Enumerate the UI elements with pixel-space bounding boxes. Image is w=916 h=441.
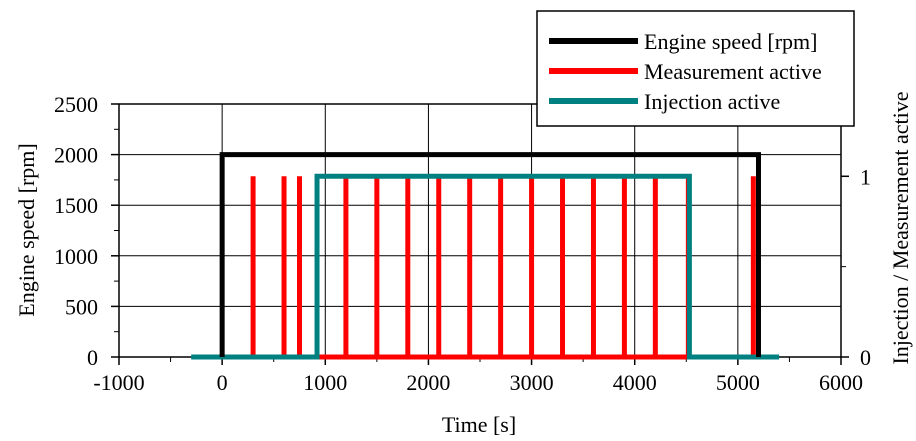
x-tick-label: 6000 [819,370,863,395]
x-axis-label: Time [s] [442,412,516,436]
legend-measurement-active-label: Measurement active [644,59,822,84]
y-tick-label: 0 [87,345,98,370]
y-tick-label: 1500 [54,193,98,218]
series [191,152,780,360]
x-tick-label: 2000 [406,370,450,395]
legend-injection-active-label: Injection active [644,89,780,114]
plot-frame [118,103,842,358]
y-tick-label: 2000 [54,143,98,168]
y-tick-label: 1000 [54,244,98,269]
grid [119,104,841,357]
series-measurement-active [250,176,756,360]
x-tick-label: 4000 [613,370,657,395]
x-tick-label: -1000 [93,370,144,395]
y2-tick-label: 0 [860,345,871,370]
y-axis-label: Engine speed [rpm] [14,143,39,317]
x-tick-label: 0 [217,370,228,395]
legend: Engine speed [rpm] Measurement active Inje… [536,10,855,127]
x-tick-label: 3000 [510,370,554,395]
x-tick-label: 5000 [716,370,760,395]
x-tick-label: 1000 [303,370,347,395]
series-injection-active [191,173,780,360]
y2-tick-label: 1 [860,164,871,189]
legend-engine-speed-label: Engine speed [rpm] [644,29,818,54]
y-tick-label: 2500 [54,92,98,117]
legend-items: Engine speed [rpm] Measurement active Inje… [549,29,822,114]
series-engine-speed [219,152,761,357]
y-tick-label: 500 [65,294,98,319]
y2-axis-label: Injection / Measurement active [888,91,913,364]
